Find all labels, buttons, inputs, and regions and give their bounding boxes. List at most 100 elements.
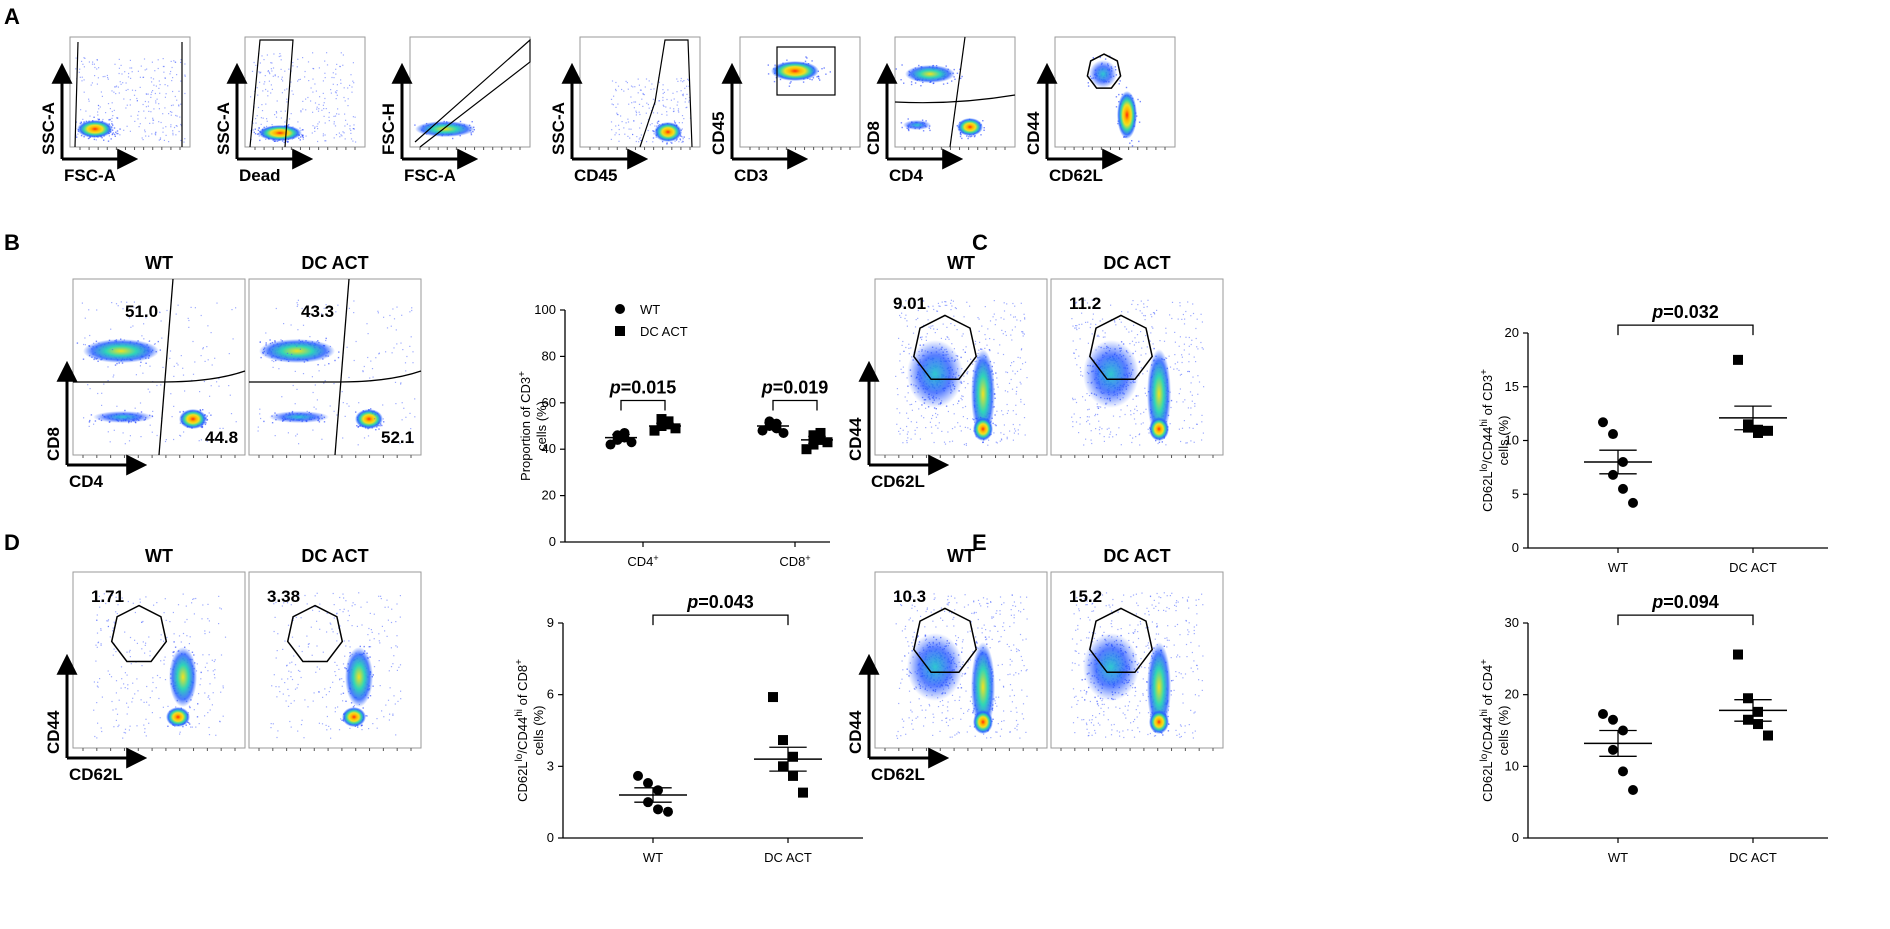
flow-group-title: WT (145, 546, 173, 566)
data-point-square (649, 425, 660, 436)
data-point-square (1763, 730, 1773, 741)
data-point-square (656, 414, 667, 425)
gating-frame-g5 (739, 36, 861, 148)
y-tick-label: 6 (547, 687, 554, 702)
chart-y-label-part: + (1479, 659, 1490, 665)
chart-y-label-part: /CD44 (1480, 717, 1495, 754)
flow-c-y-label: CD44 (846, 417, 865, 461)
y-tick-label: 5 (1512, 486, 1519, 501)
gating-g7-x-label: CD62L (1049, 166, 1103, 185)
flow-group-title: WT (947, 546, 975, 566)
y-tick-label: 0 (1512, 540, 1519, 555)
significance-bracket (1617, 324, 1754, 336)
category-label: CD8+ (779, 553, 810, 569)
data-point-square (1733, 354, 1743, 365)
flow-percent-cd8: 43.3 (301, 302, 334, 321)
chart-y-label-part: /CD44 (1480, 427, 1495, 464)
chart-y-label-line2: cells (%) (534, 401, 549, 451)
y-tick-label: 60 (542, 395, 556, 410)
data-point-square (1733, 649, 1743, 660)
data-point-circle (1608, 714, 1618, 725)
gating-g1-x-label: FSC-A (64, 166, 116, 185)
flow-plot-c-1: DC ACT 11.2 (1050, 253, 1224, 458)
flow-group-title: DC ACT (301, 253, 368, 273)
p-value-label: p=0.043 (686, 592, 754, 612)
data-point-square (1753, 719, 1763, 730)
gating-g2-x-label: Dead (239, 166, 281, 185)
flow-plot-d-1: DC ACT 3.38 (248, 546, 422, 751)
chart-y-label-part: + (1479, 369, 1490, 375)
chart-y-label: Proportion of CD3+ (517, 371, 534, 481)
chart-y-label-part: Proportion of CD3 (518, 377, 533, 481)
flow-percent-gate: 1.71 (91, 587, 124, 606)
flow-percent-gate: 11.2 (1069, 294, 1101, 313)
flow-percent-cd4: 44.8 (205, 428, 238, 447)
data-point-circle (663, 806, 673, 817)
flow-percent-cd8: 51.0 (125, 302, 158, 321)
category-label: WT (643, 850, 663, 865)
flow-b-x-label: CD4 (69, 472, 104, 491)
flow-frame-c-1 (1050, 278, 1224, 456)
data-point-square (801, 444, 812, 455)
chart-y-label: CD62Llo/CD44hi of CD8+ (514, 659, 531, 802)
flow-b-y-label: CD8 (44, 427, 63, 461)
data-point-square (788, 770, 798, 781)
data-point-circle (1608, 429, 1618, 440)
y-tick-label: 9 (547, 615, 554, 630)
data-point-square (798, 787, 808, 798)
category-label-sup: + (805, 553, 810, 563)
data-point-circle (633, 770, 643, 781)
gating-g2-y-label: SSC-A (214, 102, 233, 155)
gating-plot-g7: CD62L CD44 (1024, 36, 1176, 185)
category-label: WT (1608, 560, 1628, 575)
p-value-label: p=0.094 (1651, 592, 1719, 612)
y-tick-label: 20 (1505, 325, 1519, 340)
flow-plot-b-1: DC ACT 43.3 52.1 (248, 253, 422, 458)
flow-gate-d-0 (110, 604, 168, 663)
flow-d-y-label: CD44 (44, 710, 63, 754)
gating-g3-x-label: FSC-A (404, 166, 456, 185)
gating-g5-x-label: CD3 (734, 166, 768, 185)
gating-g5-y-label: CD45 (709, 112, 728, 155)
p-value-label: p=0.015 (609, 377, 677, 397)
chart-y-label-part: + (514, 659, 525, 665)
y-tick-label: 10 (1505, 433, 1519, 448)
data-point-square (1743, 714, 1753, 725)
chart-y-label-part: of CD4 (1480, 665, 1495, 709)
flow-gate-c-0 (912, 314, 978, 381)
gating-plot-g5: CD3 CD45 (709, 36, 861, 185)
data-point-circle (1618, 766, 1628, 777)
chart-y-label-part: CD62L (1480, 761, 1495, 801)
flow-gate-d-1 (286, 604, 344, 663)
data-point-square (768, 692, 778, 703)
chart-y-label-part: hi (1479, 709, 1490, 717)
panel-letter-d: D (4, 530, 20, 555)
data-point-circle (764, 416, 775, 427)
data-point-circle (653, 804, 663, 815)
chart-y-label-part: CD62L (515, 761, 530, 801)
data-point-square (808, 439, 819, 450)
p-value-label: p=0.019 (761, 377, 829, 397)
chart-y-label-part: lo (1479, 753, 1490, 761)
chart-y-label-line2: cells (%) (531, 706, 546, 756)
flow-plot-d-0: WT 1.71 (72, 546, 246, 751)
flow-percent-cd4: 52.1 (381, 428, 414, 447)
chart-y-label-part: of CD8 (515, 665, 530, 709)
chart-y-label-line2: cells (%) (1496, 706, 1511, 756)
flow-frame-d-1 (248, 571, 422, 749)
chart-y-label-part: CD62L (1480, 471, 1495, 511)
data-point-square (778, 761, 788, 772)
category-label: WT (1608, 850, 1628, 865)
data-point-square (1743, 422, 1753, 433)
data-point-circle (1598, 417, 1608, 428)
panel-letter-e: E (972, 530, 987, 555)
gating-frame-g3 (409, 36, 531, 148)
data-point-circle (626, 437, 637, 448)
category-label-text: CD4 (627, 554, 653, 569)
y-tick-label: 20 (542, 488, 556, 503)
chart-y-label-part: lo (514, 753, 525, 761)
flow-percent-gate: 9.01 (893, 294, 926, 313)
panel-letter-c: C (972, 230, 988, 255)
